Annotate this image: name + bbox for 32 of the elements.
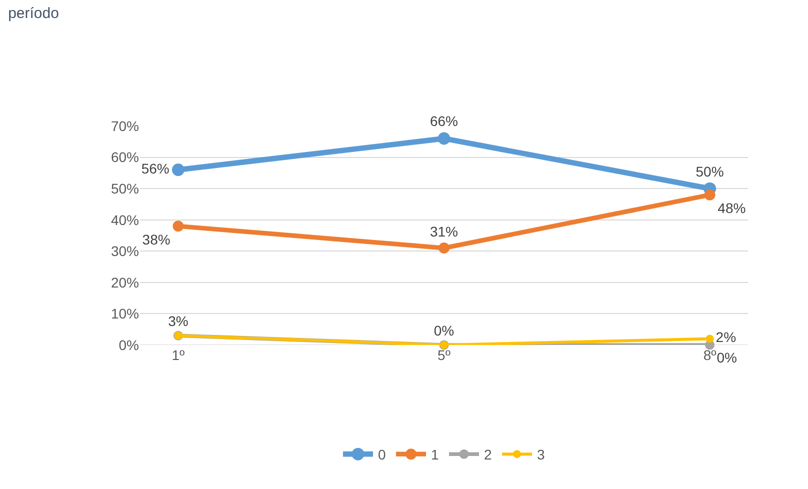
x-tick-label: 5º — [438, 347, 450, 363]
point — [172, 220, 184, 232]
y-tick-label: 70% — [110, 118, 139, 134]
y-tick-label: 50% — [110, 180, 139, 196]
x-tick-label: 1º — [172, 347, 185, 363]
data-label: 0% — [716, 349, 737, 366]
point — [704, 189, 716, 200]
data-label: 50% — [696, 163, 724, 180]
data-label: 38% — [142, 231, 170, 248]
data-label: 66% — [430, 113, 458, 130]
legend-label: 0 — [378, 446, 386, 463]
legend-label: 1 — [431, 446, 439, 463]
y-tick-label: 0% — [118, 336, 139, 353]
data-label: 48% — [718, 200, 746, 216]
point — [706, 334, 714, 343]
y-tick-label: 10% — [110, 306, 139, 322]
y-tick-label: 30% — [110, 243, 139, 260]
data-label: 0% — [434, 322, 454, 338]
data-label: 31% — [430, 224, 458, 240]
legend-label: 3 — [537, 446, 545, 463]
data-label: 3% — [168, 313, 188, 330]
point — [438, 242, 450, 254]
data-label: 2% — [716, 329, 736, 346]
point — [438, 132, 450, 145]
legend-label: 2 — [484, 446, 492, 463]
data-label: 56% — [141, 160, 170, 176]
y-tick-label: 40% — [110, 212, 139, 228]
point — [172, 164, 184, 176]
x-tick-label: 8º — [703, 347, 716, 363]
y-tick-label: 60% — [110, 149, 139, 166]
y-tick-label: 20% — [110, 274, 139, 290]
chart-title: período — [8, 4, 59, 22]
